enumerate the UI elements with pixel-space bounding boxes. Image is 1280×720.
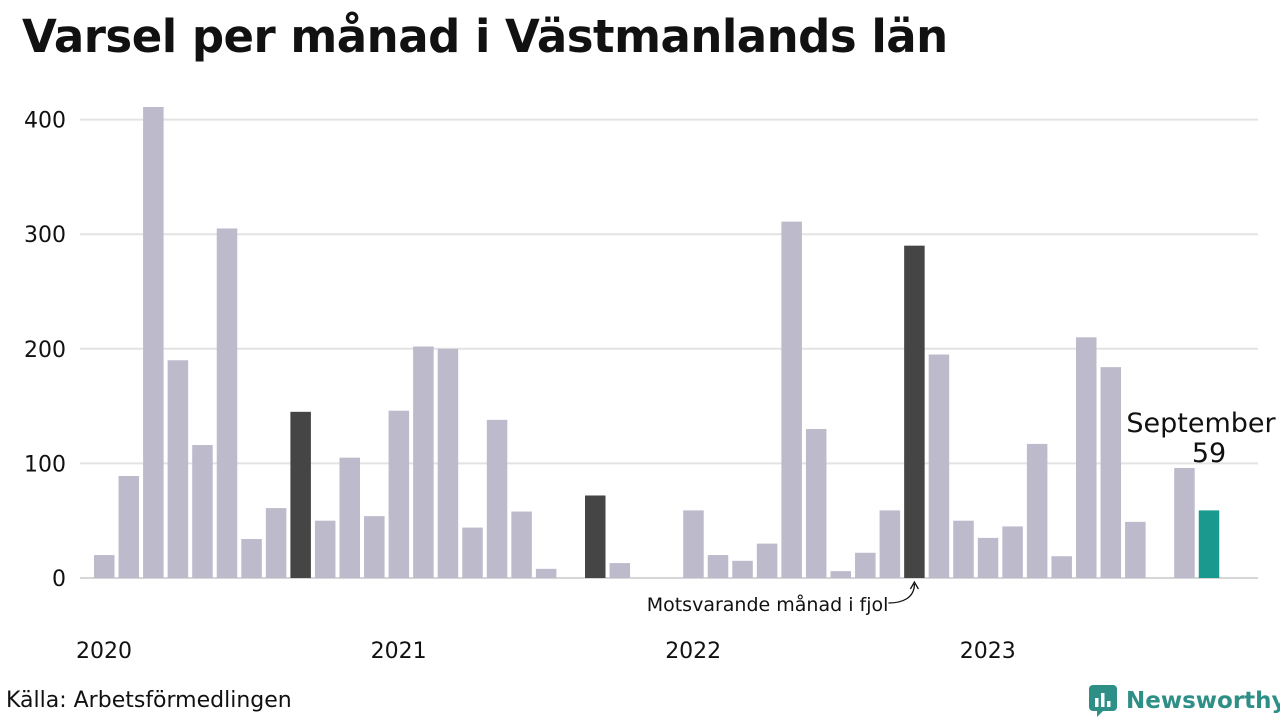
y-tick-label: 300 <box>24 223 66 248</box>
source-note: Källa: Arbetsförmedlingen <box>6 688 292 713</box>
brand-name: Newsworthy <box>1126 688 1280 714</box>
annotation-arrowhead <box>909 580 919 590</box>
bar <box>879 510 901 578</box>
current-month-label: September <box>1126 408 1276 439</box>
bar <box>732 560 753 578</box>
bar <box>511 511 532 578</box>
bar <box>953 520 974 578</box>
bar <box>241 539 262 578</box>
bar-same-month <box>290 411 311 578</box>
bar-current <box>1198 510 1220 578</box>
bar <box>216 228 238 578</box>
y-tick-label: 100 <box>24 452 66 477</box>
bar <box>805 429 827 578</box>
bar <box>1051 556 1072 578</box>
bar <box>364 516 385 578</box>
bar <box>437 348 459 578</box>
bar <box>683 510 704 578</box>
y-tick-label: 200 <box>24 338 66 363</box>
bar <box>314 520 336 578</box>
bar-same-month <box>585 495 606 578</box>
bar <box>1002 526 1023 578</box>
bar <box>339 457 360 578</box>
bar <box>413 346 434 578</box>
annotation-arrow <box>888 583 916 604</box>
bar <box>486 419 508 578</box>
bar <box>928 354 950 578</box>
chart-title: Varsel per månad i Västmanlands län <box>22 10 948 63</box>
bar <box>167 360 189 578</box>
bar <box>781 221 802 578</box>
bar <box>756 543 778 578</box>
bar <box>855 552 876 578</box>
bar <box>1174 467 1195 578</box>
bar-same-month <box>904 245 925 578</box>
chart-logo-icon <box>1089 685 1117 717</box>
bar <box>830 571 851 578</box>
bar <box>143 106 164 578</box>
newsworthy-logo: Newsworthy <box>1088 684 1280 718</box>
bar <box>94 555 115 578</box>
x-tick-label: 2021 <box>371 639 427 664</box>
annotation-last-year: Motsvarande månad i fjol <box>647 593 889 616</box>
bar <box>609 563 631 578</box>
bar <box>1076 337 1097 578</box>
bar <box>388 410 410 578</box>
x-tick-label: 2023 <box>960 639 1016 664</box>
current-value-label: 59 <box>1192 438 1226 469</box>
x-tick-label: 2022 <box>665 639 721 664</box>
bar <box>1125 521 1146 578</box>
bar <box>462 527 483 578</box>
bar <box>192 445 213 578</box>
y-tick-label: 400 <box>24 109 66 134</box>
bar <box>535 568 557 578</box>
bar <box>707 555 729 578</box>
y-tick-label: 0 <box>52 567 66 592</box>
bar <box>1100 367 1122 578</box>
bar <box>265 508 287 578</box>
bar <box>1026 443 1048 578</box>
x-tick-label: 2020 <box>76 639 132 664</box>
bar <box>977 537 999 578</box>
bar <box>118 476 140 578</box>
